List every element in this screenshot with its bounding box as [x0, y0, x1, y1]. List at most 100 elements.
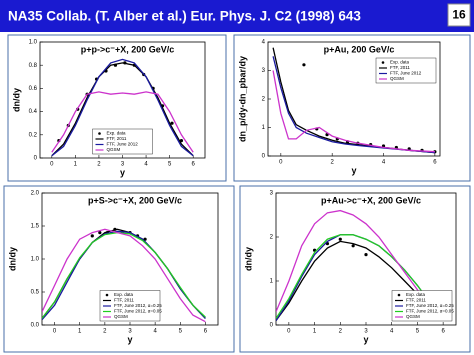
series-line [276, 209, 444, 319]
legend-label: QGSM [390, 76, 404, 81]
legend-label: FTF, 2011 [390, 65, 410, 70]
x-tick-label: 6 [433, 160, 437, 166]
x-tick-label: 6 [441, 329, 445, 335]
x-tick-label: 0 [287, 329, 291, 335]
x-tick-label: 0 [53, 329, 57, 335]
legend-label: FTF, June 2012, α=0.05 [406, 309, 454, 314]
x-tick-label: 2 [339, 329, 343, 335]
x-tick-label: 3 [364, 329, 368, 335]
series-line [51, 91, 194, 153]
series-line [42, 228, 206, 323]
legend-label: FTF, June 2012 [390, 71, 422, 76]
x-tick-label: 4 [144, 162, 148, 168]
x-tick-label: 4 [382, 160, 386, 166]
series-line [51, 62, 194, 157]
y-tick-label: 0.6 [29, 86, 38, 92]
x-tick-label: 4 [390, 329, 394, 335]
legend-label: QGSM [114, 314, 128, 319]
chart: 0 1 2 3 4 5 6 0.0 0.5 1.0 1.5 2.0 p+S->c⁻+X, 200 GeV… [3, 185, 235, 353]
chart-title: p+Au, 200 GeV/c [324, 44, 395, 54]
y-tick-label: 0 [262, 154, 266, 160]
y-tick-label: 0.8 [29, 63, 38, 69]
x-axis-label: y [120, 167, 125, 177]
legend-marker [381, 61, 385, 64]
y-tick-label: 0.5 [31, 290, 40, 296]
y-tick-label: 1 [270, 279, 274, 285]
x-tick-label: 2 [103, 329, 107, 335]
chart-title: p+S->c⁻+X, 200 GeV/c [88, 195, 182, 205]
chart: 0 1 2 3 4 5 6 0 0.2 0.4 0.6 0.8 1.0 p+p->c⁻+X, 200 Ge… [7, 34, 227, 182]
data-point [179, 139, 184, 143]
x-tick-label: 1 [313, 329, 317, 335]
y-tick-label: 1.0 [31, 257, 40, 263]
y-tick-label: 0 [34, 156, 38, 162]
legend-label: FTF, June 2012, α=0.05 [114, 309, 162, 314]
y-tick-label: 1.5 [31, 224, 40, 230]
legend-label: Exp. data [107, 131, 127, 136]
x-tick-label: 5 [416, 329, 420, 335]
x-tick-label: 5 [179, 329, 183, 335]
data-point [364, 253, 368, 257]
x-axis-label: y [363, 334, 368, 344]
panel-frame [7, 34, 227, 182]
y-tick-label: 0.0 [31, 323, 40, 329]
y-axis-label: dn/dy [7, 247, 17, 271]
legend-label: Exp. data [406, 292, 426, 297]
y-tick-label: 3 [270, 191, 274, 197]
chart-title: p+p->c⁻+X, 200 GeV/c [81, 44, 175, 54]
y-axis-label: dn_p/dy-dn_pbar/dy [237, 56, 247, 142]
series-line [276, 234, 444, 319]
x-tick-label: 6 [204, 329, 208, 335]
legend-label: FTF, 2011 [114, 298, 134, 303]
series-line [51, 58, 194, 157]
y-tick-label: 2 [270, 235, 274, 241]
legend-label: FTF, 2011 [107, 136, 127, 141]
y-axis-label: dn/dy [11, 88, 21, 112]
page-number: 16 [452, 8, 466, 22]
y-tick-label: 2.0 [31, 191, 40, 197]
title-bar [0, 0, 474, 32]
legend-label: FTF, June 2012 [107, 142, 139, 147]
legend-label: Exp. data [390, 60, 410, 65]
x-tick-label: 3 [128, 329, 132, 335]
data-point [351, 244, 355, 248]
y-tick-label: 4 [262, 40, 266, 46]
data-point [90, 234, 94, 238]
y-tick-label: 0.2 [29, 132, 38, 138]
x-tick-label: 0 [279, 160, 283, 166]
legend-label: Exp. data [114, 292, 134, 297]
y-tick-label: 1 [262, 125, 266, 131]
series-line [42, 231, 206, 319]
y-tick-label: 1.0 [29, 40, 38, 46]
y-tick-label: 2 [262, 97, 266, 103]
x-tick-label: 2 [331, 160, 335, 166]
y-tick-label: 0.4 [29, 109, 38, 115]
x-tick-label: 1 [74, 162, 78, 168]
y-tick-label: 0 [270, 323, 274, 329]
x-tick-label: 1 [78, 329, 82, 335]
y-tick-label: 3 [262, 68, 266, 74]
data-point [338, 237, 342, 241]
chart-title: p+Au->c⁻+X, 200 GeV/c [321, 195, 421, 205]
legend-label: FTF, June 2012, α=0.25 [114, 303, 162, 308]
legend-label: QGSM [107, 147, 121, 152]
page-box [447, 3, 471, 27]
x-tick-label: 6 [192, 162, 196, 168]
legend-label: FTF, 2011 [406, 298, 426, 303]
legend-label: QGSM [406, 314, 420, 319]
legend-marker [397, 293, 401, 297]
data-point [143, 237, 147, 241]
x-tick-label: 5 [168, 162, 172, 168]
chart: 0 1 2 3 4 5 6 0 1 2 3 p+Au->c⁻+X, 200 GeV/c y dn/dy Ex… [239, 185, 471, 353]
x-tick-label: 4 [153, 329, 157, 335]
legend-marker [105, 293, 109, 297]
data-point [170, 121, 174, 125]
x-tick-label: 2 [97, 162, 101, 168]
slide-title: NA35 Collab. (T. Alber et al.) Eur. Phys… [8, 9, 361, 24]
series-line [272, 70, 435, 153]
y-axis-label: dn/dy [243, 247, 253, 271]
x-axis-label: y [127, 334, 132, 344]
data-point [302, 63, 306, 67]
x-tick-label: 3 [121, 162, 125, 168]
